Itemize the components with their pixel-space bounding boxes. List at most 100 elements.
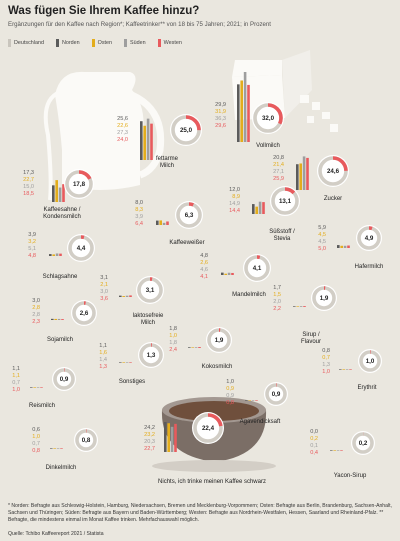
category-label-zucker: Zucker [324, 196, 342, 202]
donut-arc-sojamilch [72, 301, 96, 325]
bar-sonstiges-westen [129, 362, 132, 363]
value-label-agavendicksaft-norden: 1,0 [226, 379, 234, 385]
value-label-kaffeeweißer-süden: 3,9 [135, 214, 143, 220]
value-label-hafermilch-westen: 5,0 [318, 246, 326, 252]
donut-value-zucker: 24,6 [327, 168, 340, 175]
donut-value-sirup-flavour: 1,9 [320, 295, 329, 302]
value-label-kaffeeweißer-osten: 8,3 [135, 207, 143, 213]
bar-agavendicksaft-osten [248, 400, 251, 401]
footnote: * Norden: Befragte aus Schleswig-Holstei… [8, 503, 392, 523]
category-label-vollmilch: Vollmilch [256, 143, 280, 149]
bar-erythrit-osten [342, 369, 345, 370]
legend-swatch-norden [55, 39, 59, 47]
bar-kaffeeweißer-süden [162, 222, 166, 225]
bar-süßstoff-stevia-süden [258, 201, 262, 214]
category-kaffeeweißer: 8,08,33,96,4 6,3 Kaffeeweißer [135, 200, 204, 246]
donut-arc-reismilch [53, 368, 75, 390]
bar-yacon-sirup-osten [333, 450, 336, 451]
bar-mandelmilch-süden [227, 272, 231, 275]
bar-zucker-norden [296, 164, 299, 190]
category-label-yacon-sirup: Yacon-Sirup [334, 473, 367, 479]
category-label-fettarme-milch-2: Milch [160, 163, 174, 169]
value-label-schlagsahne-osten: 3,2 [28, 239, 36, 245]
category-label-kaffeeweißer: Kaffeeweißer [169, 240, 204, 246]
donut-value-kaffeeweißer: 6,3 [185, 212, 194, 219]
category-label-schlagsahne: Schlagsahne [43, 274, 78, 280]
bar-nichts-ich-trinke-meinen-kaffee-schwarz-westen [174, 423, 177, 452]
bar-yacon-sirup-süden [336, 450, 340, 451]
value-label-mandelmilch-norden: 4,8 [200, 253, 208, 259]
value-label-agavendicksaft-westen: 0,8 [226, 400, 234, 406]
value-label-nichts-ich-trinke-meinen-kaffee-schwarz-westen: 22,7 [144, 446, 155, 452]
donut-value-sonstiges: 1,3 [147, 352, 156, 359]
value-label-nichts-ich-trinke-meinen-kaffee-schwarz-süden: 20,3 [144, 439, 155, 445]
value-label-sonstiges-süden: 1,4 [99, 357, 107, 363]
category-label-süßstoff-stevia-1: Süßstoff / [269, 229, 295, 235]
legend-label-westen: Westen [163, 40, 182, 46]
value-label-sonstiges-osten: 1,6 [99, 350, 107, 356]
category-label-hafermilch: Hafermilch [355, 264, 384, 270]
bar-sonstiges-norden [119, 362, 122, 363]
legend-label-norden: Norden [61, 40, 80, 46]
bar-kaffeesahne-kondensmilch-osten [55, 180, 58, 202]
bar-dinkelmilch-süden [56, 448, 60, 449]
bar-hafermilch-süden [343, 245, 347, 248]
category-groups: 29,931,936,329,632,0Vollmilch25,622,627,… [12, 72, 383, 485]
bar-sonstiges-süden [125, 362, 129, 363]
value-label-vollmilch-norden: 29,9 [215, 102, 226, 108]
donut-arc-hafermilch [357, 226, 381, 250]
value-label-sojamilch-süden: 2,8 [32, 312, 40, 318]
value-label-vollmilch-süden: 36,3 [215, 116, 226, 122]
value-label-sojamilch-osten: 2,8 [32, 305, 40, 311]
category-nichts-ich-trinke-meinen-kaffee-schwarz: 24,223,220,322,7 22,4 Nichts, ich trinke m… [144, 412, 266, 485]
value-label-sojamilch-norden: 3,0 [32, 298, 40, 304]
value-label-fettarme-milch-süden: 27,3 [117, 130, 128, 136]
category-label-sirup-flavour-1: Sirup / [302, 332, 320, 338]
bar-laktosefreie-milch-norden [119, 295, 122, 297]
bar-fettarme-milch-süden [146, 118, 150, 160]
bar-fettarme-milch-westen [150, 123, 153, 160]
value-label-agavendicksaft-süden: 0,9 [226, 393, 234, 399]
bar-zucker-süden [302, 156, 306, 190]
value-label-laktosefreie-milch-osten: 2,1 [100, 282, 108, 288]
value-label-sirup-flavour-norden: 1,7 [273, 285, 281, 291]
value-label-schlagsahne-norden: 3,9 [28, 232, 36, 238]
value-label-fettarme-milch-westen: 24,0 [117, 137, 128, 143]
bar-sonstiges-osten [122, 362, 125, 363]
value-label-vollmilch-osten: 31,9 [215, 109, 226, 115]
value-label-reismilch-westen: 1,0 [12, 387, 20, 393]
value-label-erythrit-westen: 1,0 [322, 369, 330, 375]
legend-label-sueden: Süden [130, 40, 146, 46]
donut-arc-yacon-sirup [352, 432, 374, 454]
bar-süßstoff-stevia-norden [252, 204, 255, 214]
donut-value-hafermilch: 4,9 [365, 235, 374, 242]
bar-reismilch-norden [30, 387, 33, 388]
bar-kokosmilch-osten [191, 347, 194, 348]
category-label-kaffeesahne-kondensmilch-1: Kaffeesahne / [44, 207, 81, 213]
bar-dinkelmilch-westen [60, 448, 63, 449]
value-label-kokosmilch-osten: 1,0 [169, 333, 177, 339]
milk-jug-illustration [43, 71, 165, 201]
donut-arc-kaffeeweißer [176, 202, 202, 228]
value-label-hafermilch-osten: 4,5 [318, 232, 326, 238]
bar-fettarme-milch-norden [140, 121, 143, 160]
donut-value-agavendicksaft: 0,9 [272, 391, 281, 398]
bar-kaffeesahne-kondensmilch-westen [62, 184, 65, 202]
value-label-mandelmilch-süden: 4,6 [200, 267, 208, 273]
value-label-kaffeesahne-kondensmilch-süden: 15,0 [23, 184, 34, 190]
donut-arc-kokosmilch [207, 328, 231, 352]
bar-hafermilch-westen [347, 245, 350, 248]
bar-dinkelmilch-osten [53, 448, 56, 449]
donut-value-kaffeesahne-kondensmilch: 17,8 [73, 181, 86, 188]
bar-mandelmilch-osten [224, 273, 227, 275]
bar-laktosefreie-milch-westen [129, 295, 132, 297]
value-label-dinkelmilch-osten: 1,0 [32, 434, 40, 440]
